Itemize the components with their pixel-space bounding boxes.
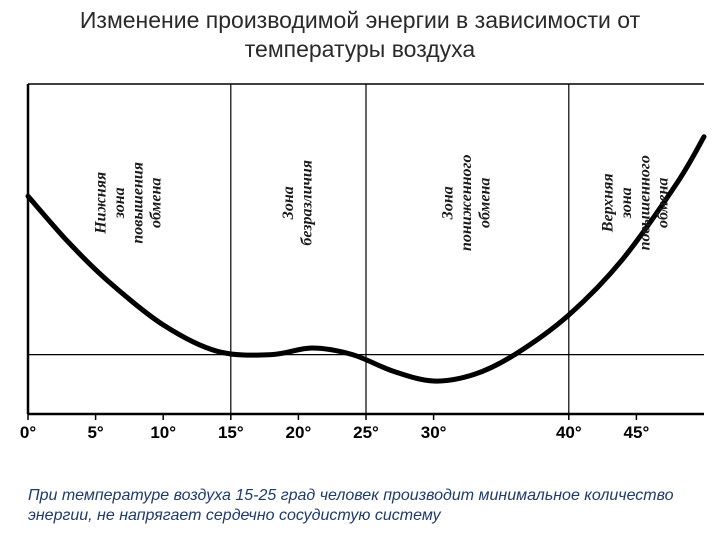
svg-text:зона: зона <box>111 187 128 219</box>
svg-text:Зона: Зона <box>440 186 457 220</box>
chart-svg: 0°5°10°15°20°25°30°40°45°Нижняязонаповыш… <box>6 78 714 458</box>
svg-text:5°: 5° <box>87 423 103 442</box>
svg-text:безразличия: безразличия <box>298 160 315 246</box>
svg-text:40°: 40° <box>556 423 582 442</box>
svg-text:обмена: обмена <box>476 178 493 228</box>
svg-text:зона: зона <box>618 187 635 219</box>
svg-text:30°: 30° <box>421 423 447 442</box>
svg-text:обмена: обмена <box>655 178 672 228</box>
svg-text:пониженного: пониженного <box>458 155 475 251</box>
chart-title: Изменение производимой энергии в зависим… <box>60 6 660 64</box>
svg-text:Нижняя: Нижняя <box>92 172 109 235</box>
svg-text:25°: 25° <box>353 423 379 442</box>
svg-text:Верхняя: Верхняя <box>599 173 616 233</box>
svg-text:15°: 15° <box>218 423 244 442</box>
svg-text:45°: 45° <box>624 423 650 442</box>
chart-caption: При температуре воздуха 15-25 град челов… <box>28 486 680 526</box>
svg-text:10°: 10° <box>150 423 176 442</box>
energy-vs-temperature-chart: 0°5°10°15°20°25°30°40°45°Нижняязонаповыш… <box>6 78 714 458</box>
svg-text:повышения: повышения <box>129 162 146 244</box>
page: Изменение производимой энергии в зависим… <box>0 0 720 540</box>
svg-text:обмена: обмена <box>148 178 165 228</box>
svg-text:Зона: Зона <box>280 186 297 220</box>
svg-text:0°: 0° <box>20 423 36 442</box>
svg-text:повышенного: повышенного <box>636 155 653 250</box>
svg-text:20°: 20° <box>286 423 312 442</box>
